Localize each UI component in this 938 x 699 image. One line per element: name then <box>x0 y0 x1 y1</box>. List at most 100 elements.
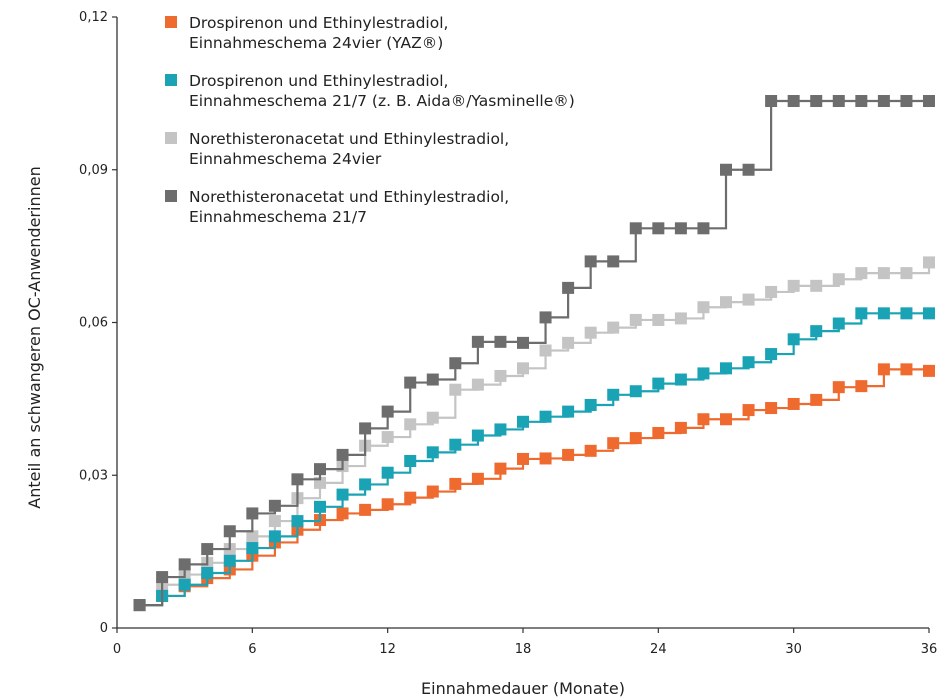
data-point <box>246 530 259 543</box>
series-4 <box>133 95 935 612</box>
data-point <box>359 422 372 435</box>
data-point <box>201 567 214 580</box>
data-point <box>404 376 417 389</box>
data-point <box>923 307 935 320</box>
data-point <box>742 293 755 306</box>
data-point <box>900 267 913 280</box>
data-point <box>449 357 462 370</box>
data-point <box>877 307 890 320</box>
x-tick-label: 24 <box>650 642 667 657</box>
data-point <box>426 446 439 459</box>
data-point <box>494 423 507 436</box>
legend-label: Norethisteronacetat und Ethinylestradiol… <box>189 130 509 148</box>
data-point <box>404 418 417 431</box>
data-point <box>810 393 823 406</box>
data-point <box>652 426 665 439</box>
data-point <box>471 472 484 485</box>
data-point <box>720 413 732 426</box>
legend-label: Norethisteronacetat und Ethinylestradiol… <box>189 188 509 206</box>
data-point <box>404 454 417 467</box>
data-point <box>517 415 529 428</box>
data-point <box>359 478 372 491</box>
series-2 <box>133 307 935 612</box>
data-point <box>832 381 845 394</box>
data-point <box>223 554 236 567</box>
data-point <box>652 313 665 326</box>
data-point <box>381 405 394 418</box>
data-point <box>742 404 755 417</box>
data-point <box>674 312 687 325</box>
data-point <box>471 378 484 391</box>
x-axis-title: Einnahmedauer (Monate) <box>421 679 625 698</box>
legend-swatch <box>165 132 177 144</box>
data-point <box>742 163 755 176</box>
y-axis-title: Anteil an schwangeren OC-Anwenderinnen <box>25 166 44 508</box>
data-point <box>652 222 665 235</box>
data-point <box>268 515 281 528</box>
data-point <box>900 307 913 320</box>
data-point <box>765 95 778 108</box>
data-point <box>787 279 800 292</box>
data-point <box>720 163 732 176</box>
data-point <box>517 336 529 349</box>
data-point <box>336 488 349 501</box>
legend-item: Norethisteronacetat und Ethinylestradiol… <box>165 188 509 226</box>
data-point <box>314 500 326 513</box>
data-point <box>584 255 597 268</box>
data-point <box>877 363 890 376</box>
data-point <box>877 267 890 280</box>
data-point <box>336 507 349 520</box>
data-point <box>855 267 868 280</box>
x-tick-label: 0 <box>113 642 121 657</box>
data-point <box>765 402 778 415</box>
legend-label: Drospirenon und Ethinylestradiol, <box>189 14 448 32</box>
data-point <box>539 410 552 423</box>
data-point <box>426 373 439 386</box>
legend-item: Drospirenon und Ethinylestradiol, Einnahm… <box>165 14 448 52</box>
x-tick-label: 36 <box>921 642 938 657</box>
data-point <box>923 256 935 269</box>
x-tick-label: 6 <box>248 642 256 657</box>
data-point <box>629 385 642 398</box>
legend-swatch <box>165 190 177 202</box>
data-point <box>381 466 394 479</box>
data-point <box>607 255 620 268</box>
data-point <box>923 95 935 108</box>
data-point <box>562 281 575 294</box>
y-tick-label: 0,12 <box>79 10 108 25</box>
data-point <box>765 348 778 361</box>
y-tick-label: 0,03 <box>79 468 108 483</box>
data-point <box>494 462 507 475</box>
legend-label: Einnahmeschema 21/7 (z. B. Aida®/Yasmine… <box>189 92 575 110</box>
data-point <box>787 333 800 346</box>
data-point <box>832 273 845 286</box>
legend-label: Einnahmeschema 24vier (YAZ®) <box>189 34 443 52</box>
data-point <box>156 571 169 584</box>
data-point <box>787 95 800 108</box>
data-point <box>832 317 845 330</box>
y-tick-label: 0,09 <box>79 163 108 178</box>
data-point <box>471 429 484 442</box>
data-point <box>381 431 394 444</box>
data-point <box>562 448 575 461</box>
data-point <box>426 411 439 424</box>
data-point <box>449 383 462 396</box>
data-point <box>517 452 529 465</box>
data-point <box>381 498 394 511</box>
legend-item: Norethisteronacetat und Ethinylestradiol… <box>165 130 509 168</box>
data-point <box>697 367 710 380</box>
data-point <box>449 438 462 451</box>
data-point <box>607 321 620 334</box>
data-point <box>449 477 462 490</box>
data-point <box>900 95 913 108</box>
axes <box>112 16 930 633</box>
data-point <box>900 363 913 376</box>
data-point <box>629 432 642 445</box>
x-tick-label: 30 <box>785 642 802 657</box>
y-tick-label: 0 <box>100 621 108 636</box>
data-point <box>562 336 575 349</box>
data-point <box>246 507 259 520</box>
data-point <box>607 437 620 450</box>
data-point <box>810 95 823 108</box>
